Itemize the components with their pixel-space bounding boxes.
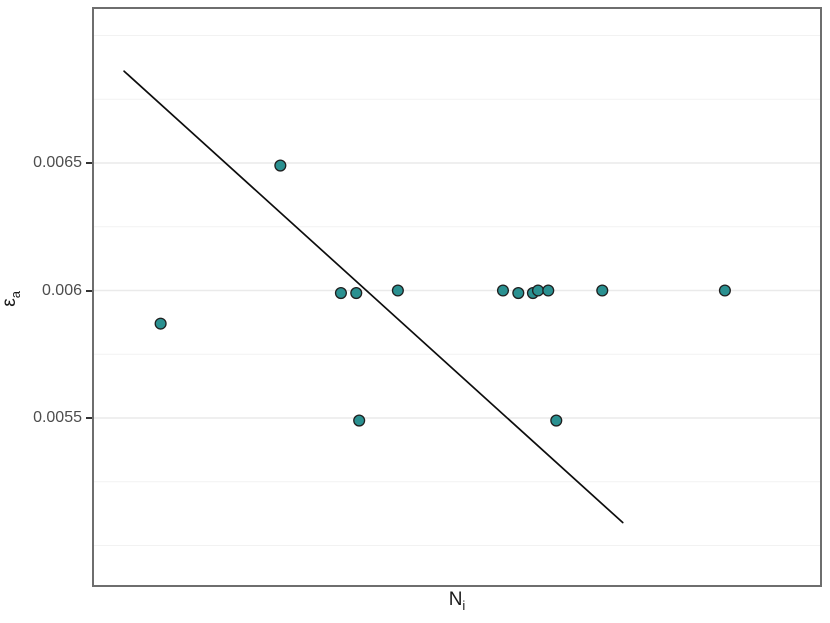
data-point bbox=[496, 284, 510, 297]
data-point bbox=[718, 284, 731, 297]
data-point bbox=[154, 317, 167, 330]
data-point bbox=[334, 286, 347, 300]
data-point bbox=[596, 284, 609, 297]
plot-canvas bbox=[94, 34, 820, 547]
y-tick-mark bbox=[86, 289, 92, 292]
y-axis-title-subscript: a bbox=[7, 291, 23, 299]
y-axis-title-symbol: ε bbox=[0, 298, 21, 307]
y-tick-mark bbox=[86, 417, 92, 419]
plot-panel bbox=[92, 7, 822, 587]
y-tick-label: 0.0065 bbox=[33, 154, 82, 171]
y-tick-label: 0.0055 bbox=[33, 409, 82, 426]
y-tick-mark bbox=[86, 162, 92, 164]
x-axis-title: Ni bbox=[92, 589, 822, 613]
data-point bbox=[512, 286, 525, 300]
data-point bbox=[391, 284, 404, 297]
data-point bbox=[550, 414, 563, 427]
trend-line bbox=[123, 70, 624, 524]
data-point bbox=[542, 284, 555, 297]
y-tick-label: 0.006 bbox=[41, 281, 82, 299]
data-point bbox=[353, 414, 366, 427]
data-point bbox=[350, 286, 363, 300]
y-axis-title: εa bbox=[0, 264, 23, 334]
data-point bbox=[531, 284, 545, 297]
data-point bbox=[274, 159, 287, 172]
x-axis-title-symbol: N bbox=[448, 589, 463, 610]
x-axis-title-subscript: i bbox=[462, 597, 466, 613]
